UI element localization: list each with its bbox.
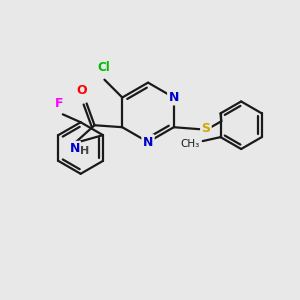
Text: O: O — [76, 85, 87, 98]
Text: N: N — [169, 91, 179, 104]
Text: N: N — [143, 136, 153, 148]
Text: F: F — [55, 98, 63, 110]
Text: S: S — [202, 122, 211, 135]
Text: N: N — [70, 142, 80, 155]
Text: Cl: Cl — [97, 61, 110, 74]
Text: H: H — [80, 146, 89, 156]
Text: CH₃: CH₃ — [181, 139, 200, 149]
